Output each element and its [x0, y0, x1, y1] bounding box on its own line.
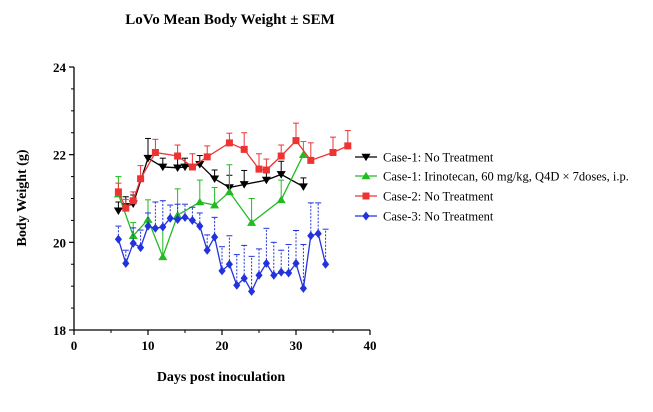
data-point	[203, 245, 211, 255]
data-point	[225, 139, 233, 147]
data-point	[276, 171, 286, 179]
data-point	[224, 187, 234, 196]
data-point	[298, 183, 308, 191]
data-point	[248, 286, 256, 296]
data-point	[158, 163, 168, 172]
x-tick-label: 40	[364, 338, 377, 353]
series-4	[114, 200, 330, 296]
data-point	[240, 273, 248, 283]
data-point	[285, 268, 293, 278]
x-tick-label: 30	[290, 338, 303, 353]
data-point	[292, 137, 300, 145]
data-point	[180, 163, 190, 172]
data-point	[159, 222, 167, 232]
data-point	[188, 163, 196, 171]
data-point	[113, 207, 123, 215]
data-point	[166, 213, 174, 223]
data-point	[277, 267, 285, 277]
series-3	[114, 122, 352, 212]
data-point	[277, 152, 285, 160]
chart-title: LoVo Mean Body Weight ± SEM	[125, 12, 335, 28]
data-point	[173, 164, 183, 172]
y-axis-title: Body Weight (g)	[15, 149, 30, 246]
x-tick-label: 10	[142, 338, 155, 353]
data-point	[225, 259, 233, 269]
data-point	[344, 142, 352, 150]
data-point	[174, 215, 182, 225]
x-tick-label: 20	[216, 338, 229, 353]
data-point	[239, 181, 249, 189]
legend-label: Case-2: No Treatment	[383, 190, 494, 204]
data-point	[255, 270, 263, 280]
y-tick-label: 24	[53, 60, 67, 75]
data-point	[181, 212, 189, 222]
series-line	[118, 157, 304, 212]
axes: 0 10 20 30 40 18 20 22 24	[53, 60, 377, 353]
data-point	[144, 221, 152, 231]
data-point	[114, 234, 122, 244]
data-point	[114, 188, 122, 196]
data-point	[307, 156, 315, 164]
data-point	[203, 153, 211, 161]
legend-label: Case-3: No Treatment	[383, 210, 494, 224]
plot-area	[113, 122, 352, 296]
data-point	[322, 259, 330, 269]
legend-entry-2: Case-1: Irinotecan, 60 mg/kg, Q4D × 7dos…	[355, 170, 629, 184]
y-tick-label: 18	[53, 323, 67, 338]
data-point	[174, 152, 182, 160]
data-point	[151, 223, 159, 233]
data-point	[129, 197, 137, 205]
data-point	[188, 215, 196, 225]
x-tick-label: 0	[71, 338, 78, 353]
data-point	[151, 148, 159, 156]
data-point	[261, 176, 271, 185]
legend-marker	[362, 192, 370, 200]
data-point	[210, 175, 220, 183]
data-point	[307, 231, 315, 241]
data-point	[276, 195, 286, 204]
data-point	[270, 270, 278, 280]
data-point	[329, 148, 337, 156]
data-point	[143, 154, 153, 163]
y-tick-label: 22	[53, 148, 66, 163]
data-point	[292, 258, 300, 268]
data-point	[314, 229, 322, 239]
data-point	[218, 266, 226, 276]
legend-entry-1: Case-1: No Treatment	[355, 151, 494, 165]
data-point	[298, 150, 308, 158]
x-axis-title: Days post inoculation	[157, 370, 286, 385]
legend-label: Case-1: No Treatment	[383, 151, 494, 165]
legend-entry-3: Case-2: No Treatment	[355, 190, 494, 204]
legend: Case-1: No Treatment Case-1: Irinotecan, …	[355, 151, 629, 224]
y-tick-label: 20	[53, 235, 66, 250]
legend-marker	[361, 171, 371, 180]
data-point	[122, 258, 130, 268]
legend-marker	[362, 211, 370, 221]
data-point	[247, 218, 257, 226]
data-point	[233, 280, 241, 290]
data-point	[210, 200, 220, 209]
data-point	[299, 283, 307, 293]
data-point	[195, 197, 205, 206]
legend-label: Case-1: Irinotecan, 60 mg/kg, Q4D × 7dos…	[383, 170, 629, 184]
data-point	[137, 175, 145, 183]
data-point	[211, 232, 219, 242]
legend-entry-4: Case-3: No Treatment	[355, 210, 494, 224]
data-point	[240, 145, 248, 153]
data-point	[262, 166, 270, 174]
data-point	[158, 252, 168, 261]
legend-marker	[361, 153, 371, 162]
data-point	[255, 165, 263, 173]
series-2	[113, 141, 308, 261]
data-point	[262, 258, 270, 268]
data-point	[196, 221, 204, 231]
data-point	[129, 238, 137, 248]
data-point	[137, 243, 145, 253]
data-point	[122, 204, 130, 212]
